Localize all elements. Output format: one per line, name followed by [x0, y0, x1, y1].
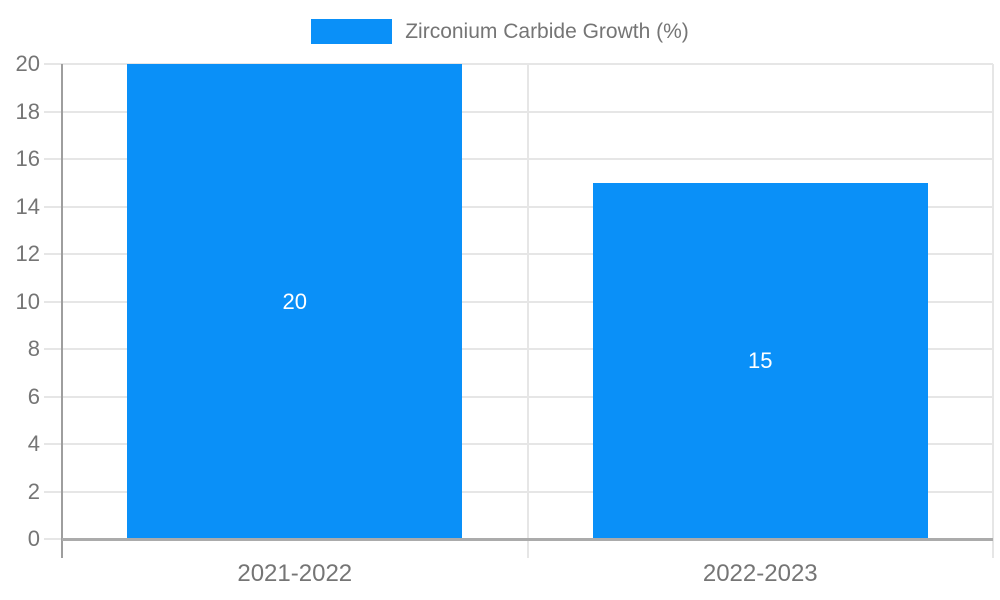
- bar: [127, 64, 463, 539]
- x-tick-label: 2021-2022: [237, 560, 353, 587]
- y-gridline: [44, 205, 993, 208]
- y-tick-label: 10: [15, 288, 40, 314]
- y-tick-label: 8: [27, 336, 40, 361]
- legend: Zirconium Carbide Growth (%): [0, 19, 1000, 44]
- y-tick-label: 18: [15, 98, 40, 124]
- y-tick-label: 6: [27, 383, 40, 409]
- x-gridline: [992, 64, 994, 558]
- y-tick-label: 20: [15, 51, 40, 76]
- y-tick-label: 14: [15, 193, 40, 219]
- legend-swatch: [311, 19, 393, 44]
- y-axis-line: [61, 64, 63, 558]
- y-tick-label: 16: [15, 146, 40, 171]
- y-gridline: [44, 300, 993, 303]
- x-axis-line: [62, 538, 993, 541]
- y-gridline: [44, 110, 993, 113]
- y-gridline: [44, 395, 993, 398]
- y-gridline: [44, 443, 993, 445]
- y-gridline: [44, 490, 993, 493]
- legend-label: Zirconium Carbide Growth (%): [405, 20, 689, 43]
- y-gridline: [44, 348, 993, 350]
- y-tick-label: 0: [27, 526, 40, 551]
- x-gridline: [526, 64, 529, 558]
- bar: [592, 182, 928, 539]
- y-gridline: [44, 253, 993, 255]
- x-tick-label: 2022-2023: [702, 560, 818, 587]
- bar-value-label: 20: [282, 288, 307, 314]
- y-gridline: [44, 158, 993, 160]
- y-tick-label: 2: [27, 478, 40, 504]
- y-tick-label: 12: [15, 241, 40, 266]
- x-axis-tick: [44, 538, 62, 540]
- bar-value-label: 15: [748, 347, 773, 373]
- y-tick-label: 4: [27, 431, 40, 456]
- y-gridline: [44, 63, 993, 65]
